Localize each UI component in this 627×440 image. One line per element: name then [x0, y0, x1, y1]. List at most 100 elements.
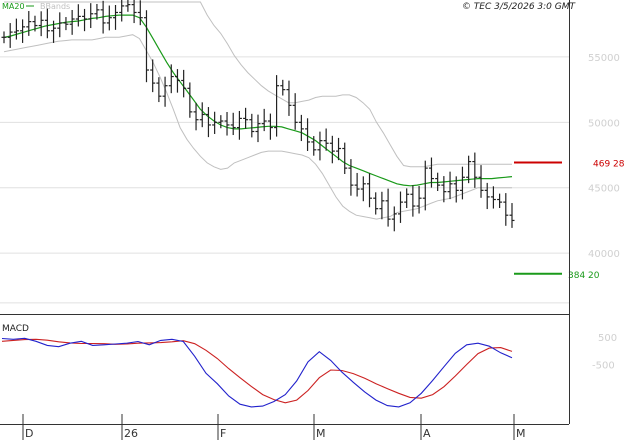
price-bar	[38, 11, 44, 37]
price-bar	[311, 136, 317, 156]
price-bar	[131, 0, 137, 24]
legend-bbands: BBands	[40, 2, 70, 11]
macd-tick-label: 500	[598, 333, 617, 344]
price-bar	[410, 185, 416, 217]
price-bar	[478, 165, 484, 198]
price-bar	[162, 76, 168, 107]
price-bar	[44, 8, 50, 39]
price-bar	[336, 137, 342, 161]
price-bar	[453, 176, 459, 203]
price-bar	[26, 11, 32, 36]
legend: MA20 BBands	[2, 2, 70, 11]
y-tick-label: 55000	[588, 53, 620, 64]
price-bar	[168, 64, 174, 94]
price-bar	[143, 10, 149, 83]
price-bar	[199, 102, 205, 128]
price-bar	[174, 69, 180, 93]
price-bar	[404, 188, 410, 209]
price-bar	[435, 172, 441, 192]
macd-panel	[1, 337, 513, 408]
price-bar	[367, 173, 373, 208]
signal-line	[1, 338, 513, 404]
bb-upper-line	[4, 1, 512, 168]
support-label: 384 20	[568, 271, 600, 281]
price-bar	[57, 12, 63, 38]
price-bar	[280, 79, 286, 96]
price-bar	[509, 203, 515, 228]
price-bar	[212, 111, 218, 134]
price-bar	[342, 142, 348, 175]
macd-axis: 500 -500	[592, 333, 617, 371]
price-bar	[63, 17, 69, 31]
price-bar	[243, 107, 249, 129]
price-bar	[354, 172, 360, 197]
price-bars	[1, 0, 515, 232]
price-bar	[51, 20, 57, 43]
legend-ma20: MA20	[2, 2, 25, 11]
price-bar	[298, 114, 304, 142]
price-bar	[125, 0, 131, 12]
price-bar	[82, 8, 88, 32]
price-bar	[416, 186, 422, 214]
price-bar	[75, 4, 81, 27]
price-bar	[156, 77, 162, 103]
price-bar	[503, 193, 509, 226]
price-bar	[94, 3, 100, 20]
macd-tick-label: -500	[592, 361, 615, 372]
right-axis-strip	[570, 314, 627, 424]
copyright: © TEC 3/5/2026 3:0 GMT	[462, 2, 577, 12]
price-bar	[385, 188, 391, 227]
price-bar	[218, 115, 224, 129]
price-bar	[137, 0, 143, 26]
bb-lower-line	[3, 34, 512, 220]
price-bar	[230, 112, 236, 136]
price-axis: 55000 50000 45000 40000	[588, 53, 620, 260]
price-grid	[0, 56, 569, 304]
price-bar	[373, 192, 379, 215]
price-panel	[0, 0, 570, 315]
x-tick-label: M	[316, 427, 326, 440]
x-tick-label: M	[516, 427, 526, 440]
price-bar	[187, 82, 193, 118]
price-bar	[20, 19, 26, 43]
x-tick-label: A	[423, 427, 431, 440]
price-bar	[236, 110, 242, 140]
price-bar	[205, 107, 211, 138]
x-tick-label: 26	[124, 427, 138, 440]
price-bar	[441, 176, 447, 203]
price-bar	[391, 206, 397, 232]
price-bar	[267, 113, 273, 140]
price-bar	[422, 160, 428, 211]
price-bar	[13, 18, 19, 40]
price-bar	[100, 0, 106, 34]
price-bar	[7, 23, 13, 48]
macd-label: MACD	[2, 324, 29, 334]
price-bar	[447, 171, 453, 200]
price-bar	[286, 80, 292, 116]
price-bar	[497, 193, 503, 209]
price-bar	[292, 93, 298, 130]
price-bar	[360, 176, 366, 202]
price-bar	[428, 157, 434, 188]
price-bar	[261, 108, 267, 132]
x-tick-label: F	[220, 427, 226, 440]
price-bar	[1, 31, 7, 44]
price-bar	[329, 135, 335, 164]
price-bar	[317, 131, 323, 161]
price-bar	[119, 0, 125, 22]
price-bar	[181, 69, 187, 98]
price-bar	[249, 113, 255, 138]
price-bar	[193, 102, 199, 131]
price-bar	[150, 59, 156, 93]
price-bar	[348, 159, 354, 196]
y-tick-label: 40000	[588, 249, 620, 260]
price-bar	[472, 152, 478, 188]
y-tick-label: 50000	[588, 118, 620, 129]
y-tick-label: 45000	[588, 184, 620, 195]
price-bar	[397, 191, 403, 223]
price-bar	[459, 166, 465, 200]
price-bar	[32, 15, 38, 32]
x-tick-label: D	[25, 427, 33, 440]
macd-line	[1, 337, 513, 408]
